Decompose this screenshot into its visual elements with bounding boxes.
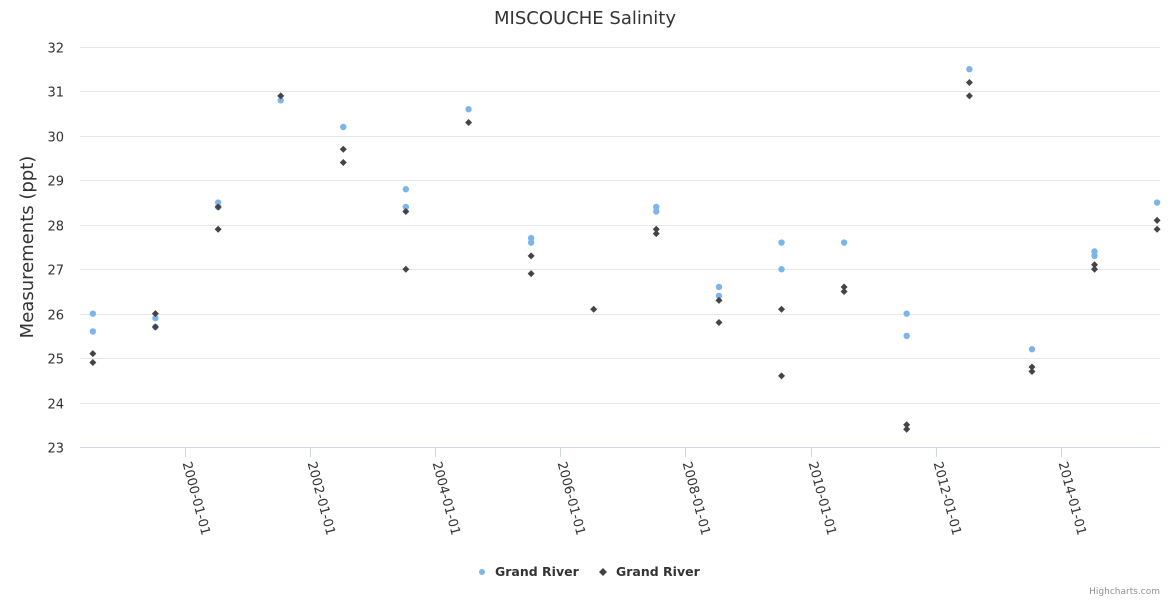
data-point-series-2[interactable] xyxy=(715,319,723,327)
data-point-series-1[interactable] xyxy=(214,199,222,206)
legend-marker-diamond xyxy=(599,568,607,576)
data-point-series-2[interactable] xyxy=(151,323,159,331)
data-point-series-1[interactable] xyxy=(903,310,910,317)
y-tick-label: 26 xyxy=(47,309,64,324)
data-point-series-2[interactable] xyxy=(527,252,535,260)
data-point-series-2[interactable] xyxy=(339,159,347,167)
data-point-series-1[interactable] xyxy=(277,97,284,104)
data-point-series-1[interactable] xyxy=(715,283,723,291)
data-point-series-2[interactable] xyxy=(1028,367,1036,375)
y-tick-label: 23 xyxy=(47,442,64,457)
data-point-series-2[interactable] xyxy=(715,296,723,304)
y-tick-label: 29 xyxy=(47,175,64,190)
data-point-series-1[interactable] xyxy=(152,314,159,322)
data-point-series-1[interactable] xyxy=(1028,346,1036,353)
data-point-series-1[interactable] xyxy=(527,239,535,246)
legend-item-series-1[interactable]: Grand River xyxy=(479,564,580,579)
legend-label-series-1[interactable]: Grand River xyxy=(495,564,580,579)
data-point-series-2[interactable] xyxy=(527,270,535,278)
data-point-series-2[interactable] xyxy=(465,119,473,127)
data-point-series-2[interactable] xyxy=(402,207,410,215)
data-point-series-2[interactable] xyxy=(903,425,911,433)
data-point-series-1[interactable] xyxy=(89,328,97,335)
data-point-series-2[interactable] xyxy=(1028,363,1036,371)
legend[interactable]: Grand River Grand River xyxy=(479,564,701,579)
data-point-series-2[interactable] xyxy=(778,372,786,380)
data-point-series-2[interactable] xyxy=(590,305,598,313)
data-point-series-1[interactable] xyxy=(1091,252,1098,260)
data-points xyxy=(89,66,1161,433)
data-point-series-2[interactable] xyxy=(214,225,222,233)
data-point-series-2[interactable] xyxy=(903,421,911,429)
data-point-series-1[interactable] xyxy=(653,208,660,215)
data-point-series-1[interactable] xyxy=(465,106,472,113)
y-axis-title: Measurements (ppt) xyxy=(17,156,38,339)
data-point-series-2[interactable] xyxy=(840,287,848,295)
credits-link[interactable]: Highcharts.com xyxy=(1089,587,1160,597)
data-point-series-1[interactable] xyxy=(653,203,660,211)
data-point-series-1[interactable] xyxy=(340,123,347,131)
gridlines xyxy=(80,47,1160,448)
data-point-series-1[interactable] xyxy=(715,292,723,300)
data-point-series-1[interactable] xyxy=(1153,199,1161,206)
data-point-series-1[interactable] xyxy=(527,234,535,242)
data-point-series-1[interactable] xyxy=(778,239,785,246)
data-point-series-1[interactable] xyxy=(1091,248,1098,255)
data-point-series-2[interactable] xyxy=(965,79,973,87)
data-point-series-1[interactable] xyxy=(840,239,848,246)
data-point-series-2[interactable] xyxy=(1091,261,1099,269)
data-point-series-2[interactable] xyxy=(652,225,660,233)
legend-item-series-2[interactable]: Grand River xyxy=(599,564,701,579)
y-tick-label: 24 xyxy=(47,398,64,413)
data-point-series-2[interactable] xyxy=(89,350,97,358)
legend-marker-circle xyxy=(479,569,485,575)
data-point-series-1[interactable] xyxy=(402,203,410,211)
y-tick-label: 31 xyxy=(47,86,64,101)
y-tick-label: 30 xyxy=(47,131,64,146)
data-point-series-2[interactable] xyxy=(339,145,347,153)
data-point-series-2[interactable] xyxy=(652,230,660,238)
legend-label-series-2[interactable]: Grand River xyxy=(616,564,701,579)
y-tick-label: 27 xyxy=(47,264,64,279)
data-point-series-2[interactable] xyxy=(1153,216,1161,224)
data-point-series-2[interactable] xyxy=(778,305,786,313)
y-axis-ticks: 23 24 25 26 27 28 29 30 31 32 xyxy=(47,42,64,457)
chart-title: MISCOUCHE Salinity xyxy=(494,8,676,29)
data-point-series-2[interactable] xyxy=(1153,225,1161,233)
data-point-series-1[interactable] xyxy=(966,66,973,73)
data-point-series-2[interactable] xyxy=(89,359,97,367)
data-point-series-2[interactable] xyxy=(277,92,285,100)
data-point-series-1[interactable] xyxy=(89,310,97,317)
data-point-series-2[interactable] xyxy=(214,203,222,211)
y-tick-label: 28 xyxy=(47,220,64,235)
y-tick-label: 32 xyxy=(47,42,64,57)
y-tick-label: 25 xyxy=(47,353,64,368)
data-point-series-2[interactable] xyxy=(840,283,848,291)
data-point-series-2[interactable] xyxy=(402,265,410,273)
data-point-series-1[interactable] xyxy=(402,186,410,193)
data-point-series-1[interactable] xyxy=(903,332,910,340)
data-point-series-1[interactable] xyxy=(778,266,785,273)
data-point-series-2[interactable] xyxy=(151,310,159,318)
data-point-series-2[interactable] xyxy=(1091,265,1099,273)
data-point-series-2[interactable] xyxy=(965,92,973,100)
